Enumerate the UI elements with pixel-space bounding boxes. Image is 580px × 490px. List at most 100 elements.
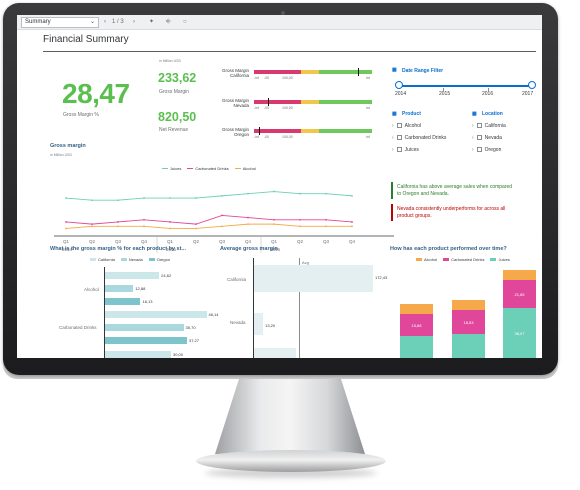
data-point[interactable] bbox=[325, 192, 327, 195]
checkbox[interactable] bbox=[476, 147, 482, 152]
data-point[interactable] bbox=[169, 221, 171, 223]
pin-icon[interactable]: ✦ bbox=[149, 19, 155, 25]
segment-value-label: 38,07 bbox=[514, 330, 525, 336]
data-point[interactable] bbox=[273, 218, 275, 221]
data-point[interactable] bbox=[169, 197, 171, 199]
avg-bar[interactable] bbox=[254, 265, 373, 292]
product-filter-title: Product bbox=[402, 111, 421, 117]
stack-segment-alcohol[interactable] bbox=[503, 270, 536, 280]
data-point[interactable] bbox=[143, 218, 145, 221]
data-point[interactable] bbox=[247, 192, 249, 195]
stack-segment-carbonated[interactable]: 15,88 bbox=[400, 314, 433, 336]
bullet-range-red bbox=[254, 100, 302, 104]
product-chart-legend: California Nevada Oregon bbox=[90, 257, 170, 262]
data-point[interactable] bbox=[299, 192, 301, 195]
data-point[interactable] bbox=[273, 223, 275, 226]
date-range-start-handle[interactable] bbox=[395, 81, 403, 89]
checkbox[interactable] bbox=[396, 147, 402, 152]
data-point[interactable] bbox=[247, 223, 249, 226]
series-line-carbonated-drinks[interactable] bbox=[65, 214, 353, 225]
data-point[interactable] bbox=[325, 218, 327, 221]
data-point[interactable] bbox=[195, 223, 197, 226]
data-point[interactable] bbox=[299, 218, 301, 221]
location-filter-label: Oregon bbox=[484, 147, 502, 153]
avg-bar[interactable] bbox=[254, 313, 264, 335]
data-point[interactable] bbox=[143, 197, 145, 199]
story-page-select[interactable]: Summary ⌄ bbox=[21, 17, 99, 28]
product-filter-item[interactable]: › Carbonated Drinks bbox=[392, 135, 446, 141]
bullet-label: Gross Margin Oregon bbox=[217, 127, 249, 137]
data-point[interactable] bbox=[91, 199, 93, 202]
location-filter-item[interactable]: › California bbox=[472, 123, 506, 129]
product-bar[interactable] bbox=[105, 298, 141, 305]
product-filter-item[interactable]: › Juices bbox=[392, 147, 419, 153]
data-point[interactable] bbox=[351, 221, 353, 223]
stack-segment-juices[interactable]: 38,07 bbox=[503, 308, 536, 358]
series-line-alcohol[interactable] bbox=[65, 223, 352, 229]
checkbox[interactable] bbox=[396, 123, 402, 128]
data-point[interactable] bbox=[117, 221, 119, 223]
stack-segment-alcohol[interactable] bbox=[400, 304, 433, 314]
data-point[interactable] bbox=[91, 225, 93, 228]
data-point[interactable] bbox=[117, 225, 119, 228]
location-filter-item[interactable]: › Oregon bbox=[472, 147, 501, 153]
bullet-label-measure: Gross Margin bbox=[221, 68, 249, 73]
legend-item: California bbox=[90, 257, 115, 262]
data-point[interactable] bbox=[195, 197, 197, 199]
previous-page-icon[interactable]: ‹ bbox=[104, 19, 106, 25]
data-point[interactable] bbox=[91, 223, 93, 226]
chevron-right-icon: › bbox=[392, 123, 394, 129]
data-point[interactable] bbox=[117, 199, 119, 202]
bullet-tick-label: -00 bbox=[264, 106, 270, 110]
bullet-tick-label: -inf bbox=[254, 106, 259, 110]
data-point[interactable] bbox=[221, 225, 223, 228]
category-label: Alcohol bbox=[84, 287, 99, 292]
data-point[interactable] bbox=[325, 225, 327, 228]
series-line-juices[interactable] bbox=[65, 191, 353, 201]
data-point[interactable] bbox=[351, 194, 353, 197]
stack-segment-juices[interactable] bbox=[400, 336, 433, 358]
stack-segment-carbonated[interactable]: 21,65 bbox=[503, 280, 536, 308]
data-point[interactable] bbox=[195, 227, 197, 230]
data-point[interactable] bbox=[273, 190, 275, 193]
avg-bar[interactable] bbox=[254, 348, 296, 358]
x-tick-label: Q1 bbox=[167, 239, 174, 244]
bullet-range-green bbox=[318, 100, 372, 104]
legend-swatch bbox=[234, 168, 241, 169]
product-bar[interactable] bbox=[105, 285, 134, 292]
data-point[interactable] bbox=[351, 225, 353, 228]
data-point[interactable] bbox=[221, 214, 223, 217]
stack-segment-alcohol[interactable] bbox=[452, 300, 485, 310]
stack-segment-juices[interactable] bbox=[452, 334, 485, 358]
data-point[interactable] bbox=[169, 227, 171, 230]
legend-swatch bbox=[120, 258, 127, 261]
refresh-icon[interactable]: ○ bbox=[183, 19, 187, 25]
avg-chart-axis bbox=[253, 258, 254, 358]
date-range-end-handle[interactable] bbox=[528, 81, 536, 89]
location-filter-item[interactable]: › Nevada bbox=[472, 135, 502, 141]
data-point[interactable] bbox=[65, 221, 67, 223]
date-range-slider[interactable] bbox=[399, 85, 532, 87]
data-point[interactable] bbox=[299, 225, 301, 228]
data-point[interactable] bbox=[143, 225, 145, 228]
share-icon[interactable]: ⎆ bbox=[166, 19, 171, 25]
product-bar[interactable] bbox=[105, 337, 187, 344]
data-point[interactable] bbox=[65, 197, 67, 199]
data-point[interactable] bbox=[65, 227, 67, 230]
next-page-icon[interactable]: › bbox=[133, 19, 135, 25]
checkbox[interactable] bbox=[476, 135, 482, 140]
data-point[interactable] bbox=[221, 194, 223, 197]
filter-icon: ▦ bbox=[472, 111, 477, 117]
product-bar[interactable] bbox=[105, 351, 171, 358]
data-point[interactable] bbox=[247, 216, 249, 219]
product-bar[interactable] bbox=[105, 272, 160, 279]
x-year-label: 2014 bbox=[62, 247, 73, 252]
checkbox[interactable] bbox=[396, 135, 402, 140]
checkbox[interactable] bbox=[476, 123, 482, 128]
stack-segment-carbonated[interactable]: 18,53 bbox=[452, 310, 485, 334]
product-bar[interactable] bbox=[105, 324, 184, 331]
bullet-label-region: Oregon bbox=[233, 132, 249, 137]
avg-reference-label: Avg bbox=[302, 260, 309, 265]
product-bar[interactable] bbox=[105, 311, 207, 318]
product-filter-item[interactable]: › Alcohol bbox=[392, 123, 421, 129]
